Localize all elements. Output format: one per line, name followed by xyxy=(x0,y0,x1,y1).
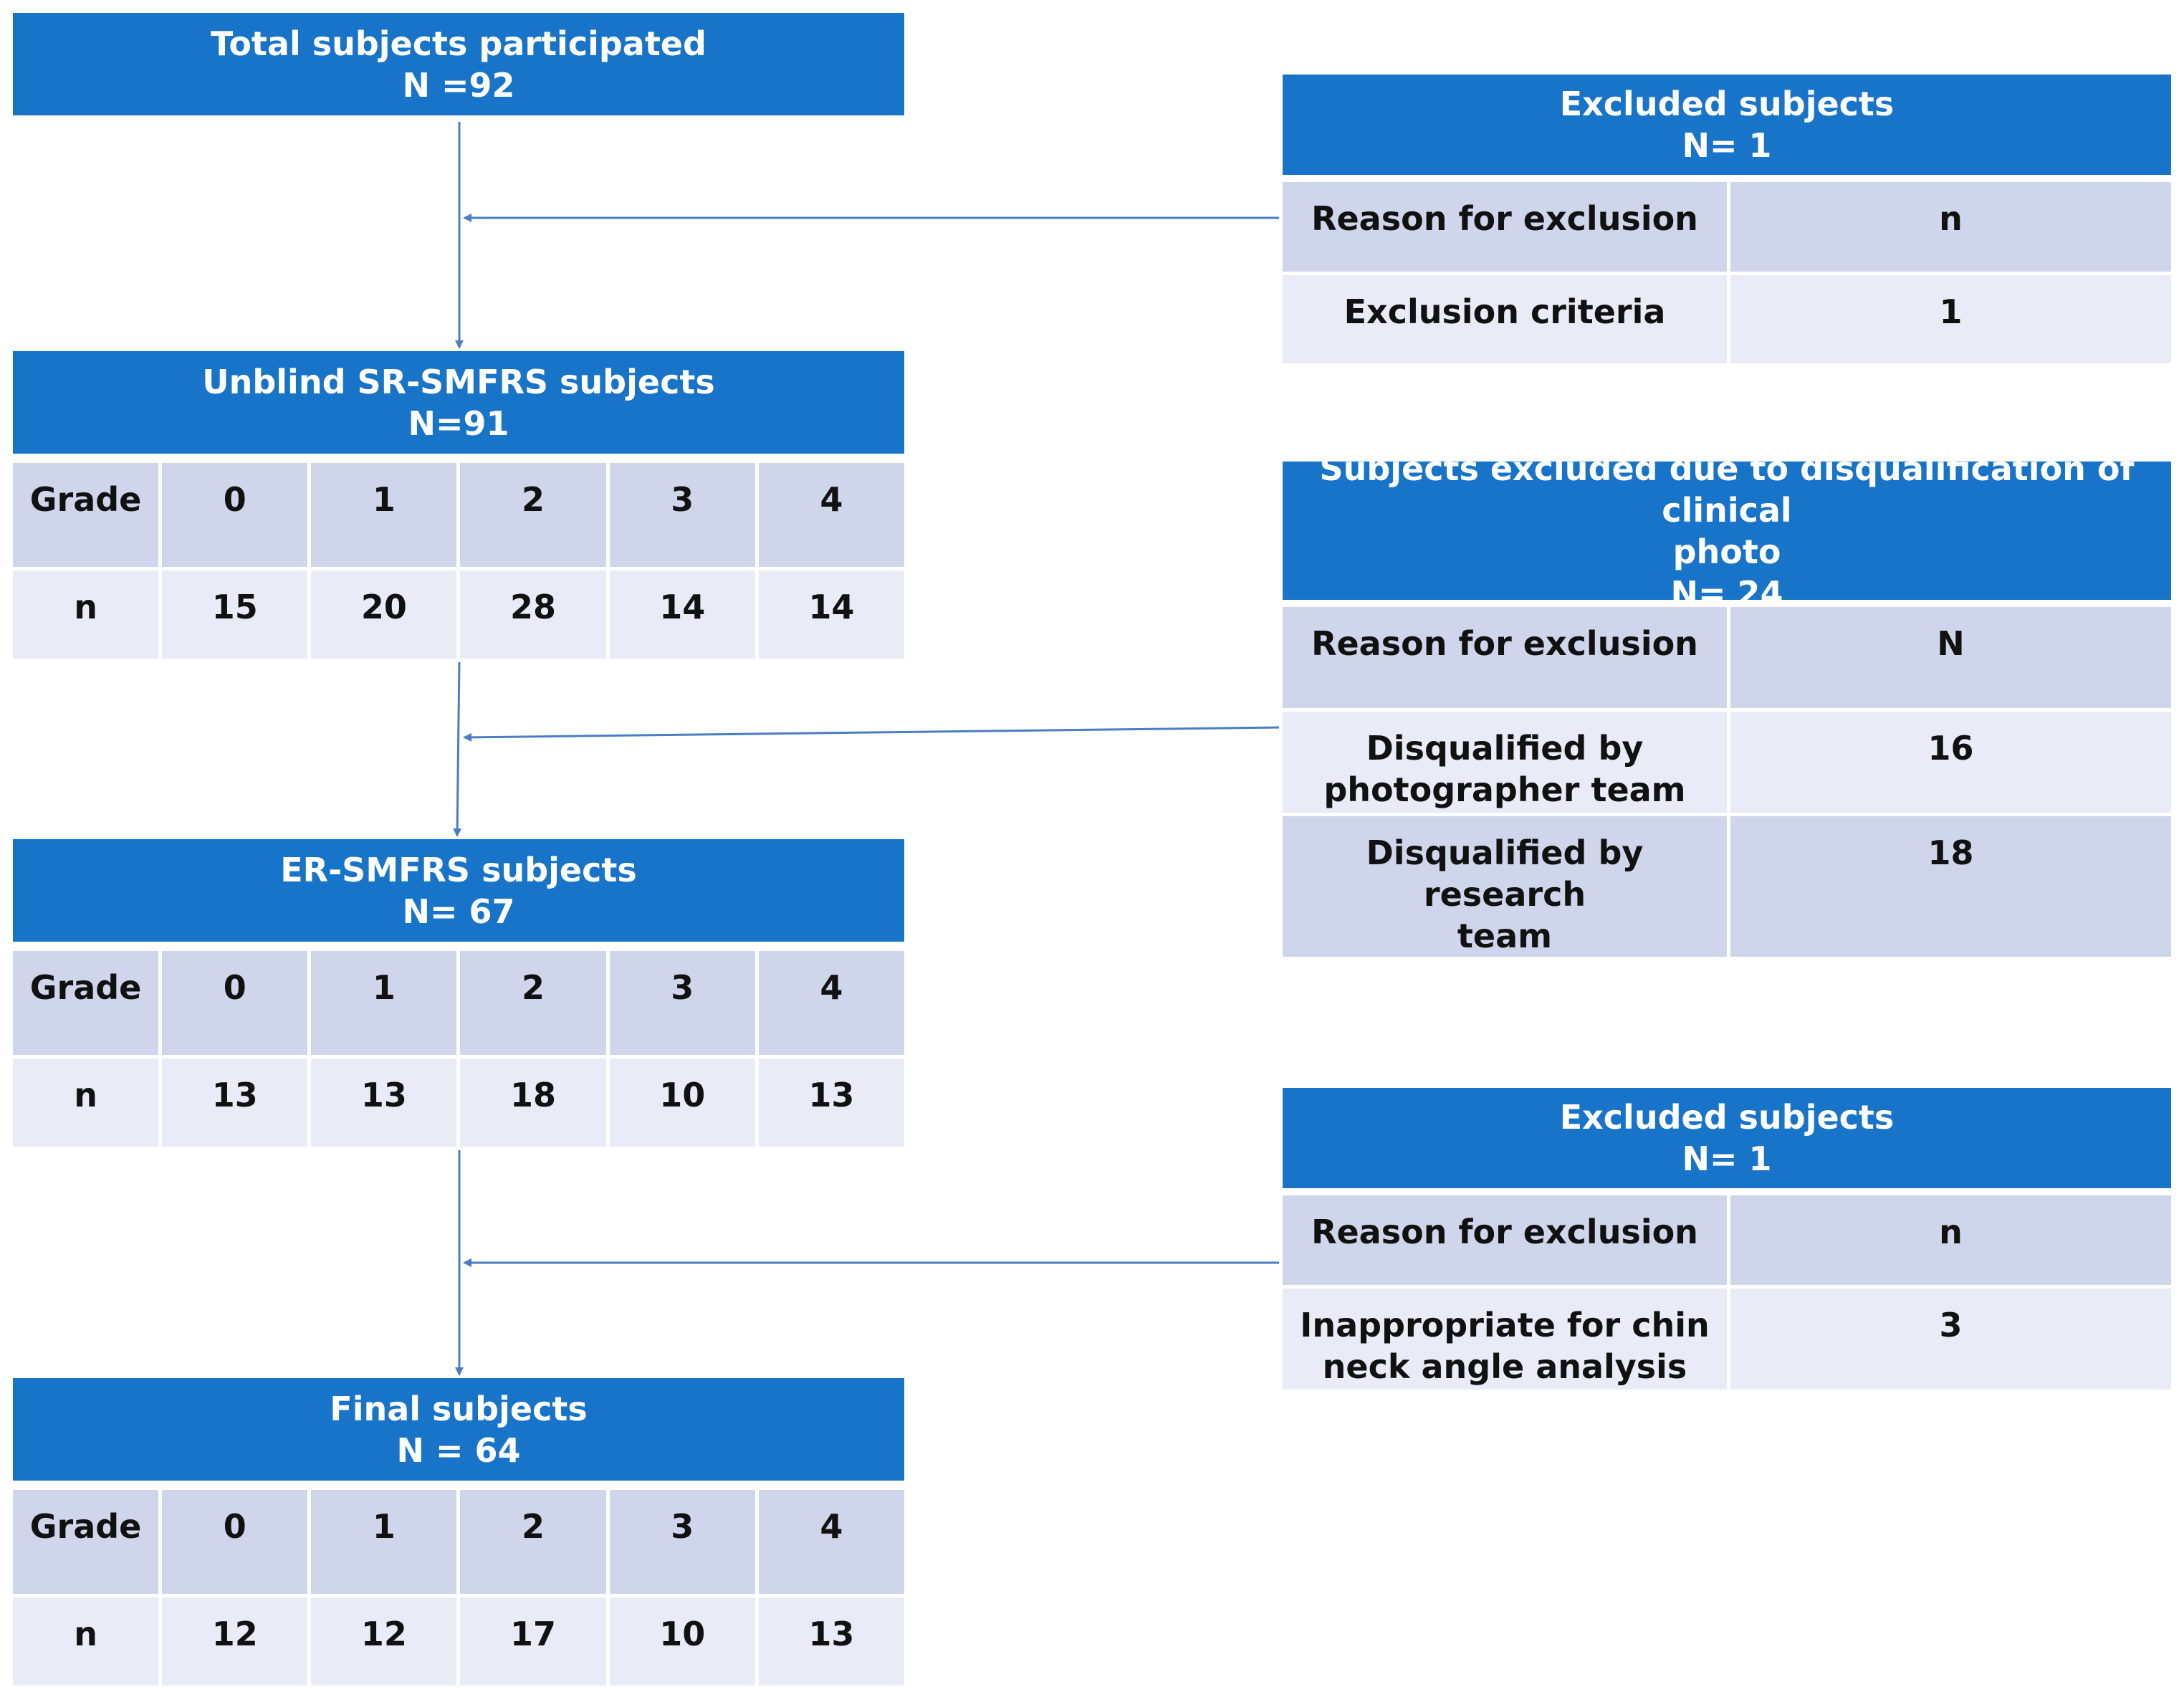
grade-cell: 3 xyxy=(605,459,759,570)
grade-cell: 4 xyxy=(755,459,909,570)
grade-cell: 4 xyxy=(755,947,909,1058)
reason-line: Inappropriate for chin xyxy=(1300,1306,1710,1344)
n-label: n xyxy=(9,1594,163,1689)
grade-label: Grade xyxy=(9,1486,163,1597)
grade-cell: 1 xyxy=(307,459,461,570)
grade-cell: 1 xyxy=(307,947,461,1058)
reason-cell: Exclusion criteria xyxy=(1279,272,1730,367)
excluded-count: N= 1 xyxy=(1682,1139,1772,1178)
final-subjects-header: Final subjects N = 64 xyxy=(13,1378,904,1481)
reason-line: team xyxy=(1457,917,1553,955)
reason-line: Disqualified by research xyxy=(1366,833,1644,914)
n-cell: 17 xyxy=(456,1594,610,1689)
grade-cell: 0 xyxy=(158,459,312,570)
n-cell: 15 xyxy=(158,567,312,662)
n-cell: 28 xyxy=(456,567,610,662)
reason-cell: Disqualified by research team xyxy=(1279,813,1730,960)
grade-cell: 2 xyxy=(456,1486,610,1597)
reason-line: Disqualified by xyxy=(1366,729,1644,768)
total-subjects-count: N =92 xyxy=(402,65,515,105)
er-subjects-header: ER-SMFRS subjects N= 67 xyxy=(13,839,904,942)
n-cell: 12 xyxy=(307,1594,461,1689)
photo-exclusion-title-line2: photo xyxy=(1672,532,1781,571)
count-cell: 16 xyxy=(1727,708,2175,816)
final-grade-table: Grade 0 1 2 3 4 n 12 12 17 10 13 xyxy=(9,1486,909,1689)
excluded-count: N= 1 xyxy=(1682,126,1772,165)
count-cell: 1 xyxy=(1727,272,2175,367)
grade-cell: 1 xyxy=(307,1486,461,1597)
unblind-subjects-count: N=91 xyxy=(408,403,509,443)
grade-label: Grade xyxy=(9,459,163,570)
unblind-grade-table: Grade 0 1 2 3 4 n 15 20 28 14 14 xyxy=(9,459,909,662)
n-cell: 13 xyxy=(755,1594,909,1689)
count-header: n xyxy=(1727,1192,2175,1289)
final-subjects-count: N = 64 xyxy=(396,1430,521,1470)
n-cell: 10 xyxy=(605,1055,759,1150)
reason-cell: Disqualified by photographer team xyxy=(1279,708,1730,816)
photo-exclusion-table: Reason for exclusion N Disqualified by p… xyxy=(1279,603,2175,960)
count-header: n xyxy=(1727,178,2175,275)
grade-label: Grade xyxy=(9,947,163,1058)
n-cell: 13 xyxy=(158,1055,312,1150)
exclusion-table-3: Reason for exclusion n Inappropriate for… xyxy=(1279,1192,2175,1393)
n-cell: 10 xyxy=(605,1594,759,1689)
n-cell: 18 xyxy=(456,1055,610,1150)
reason-cell: Inappropriate for chin neck angle analys… xyxy=(1279,1285,1730,1393)
exclusion-table-1: Reason for exclusion n Exclusion criteri… xyxy=(1279,178,2175,367)
total-subjects-title: Total subjects participated xyxy=(211,24,707,63)
n-cell: 14 xyxy=(755,567,909,662)
arrow-exclusion-photo xyxy=(463,726,1283,742)
grade-cell: 0 xyxy=(158,1486,312,1597)
n-cell: 13 xyxy=(755,1055,909,1150)
reason-line: photographer team xyxy=(1323,770,1686,809)
unblind-subjects-title: Unblind SR-SMFRS subjects xyxy=(202,362,715,401)
grade-cell: 3 xyxy=(605,1486,759,1597)
er-grade-table: Grade 0 1 2 3 4 n 13 13 18 10 13 xyxy=(9,947,909,1150)
n-cell: 12 xyxy=(158,1594,312,1689)
reason-header: Reason for exclusion xyxy=(1279,603,1730,712)
grade-cell: 3 xyxy=(605,947,759,1058)
unblind-subjects-header: Unblind SR-SMFRS subjects N=91 xyxy=(13,351,904,454)
arrow-unblind-to-er xyxy=(453,660,462,837)
grade-cell: 2 xyxy=(456,947,610,1058)
er-subjects-count: N= 67 xyxy=(402,892,515,931)
photo-exclusion-header: Subjects excluded due to disqualificatio… xyxy=(1283,449,2171,613)
excluded-subjects-header-1: Excluded subjects N= 1 xyxy=(1283,75,2171,175)
total-subjects-box: Total subjects participated N =92 xyxy=(13,13,904,115)
count-cell: 18 xyxy=(1727,813,2175,960)
excluded-title: Excluded subjects xyxy=(1559,1098,1895,1137)
grade-cell: 4 xyxy=(755,1486,909,1597)
count-cell: 3 xyxy=(1727,1285,2175,1393)
er-subjects-title: ER-SMFRS subjects xyxy=(280,850,637,889)
photo-exclusion-title-line1: Subjects excluded due to disqualificatio… xyxy=(1319,449,2135,530)
grade-cell: 2 xyxy=(456,459,610,570)
excluded-subjects-header-3: Excluded subjects N= 1 xyxy=(1283,1088,2171,1188)
final-subjects-title: Final subjects xyxy=(330,1389,588,1428)
n-label: n xyxy=(9,567,163,662)
excluded-title: Excluded subjects xyxy=(1559,85,1895,123)
n-label: n xyxy=(9,1055,163,1150)
reason-line: neck angle analysis xyxy=(1322,1347,1687,1386)
n-cell: 20 xyxy=(307,567,461,662)
grade-cell: 0 xyxy=(158,947,312,1058)
count-header: N xyxy=(1727,603,2175,712)
n-cell: 13 xyxy=(307,1055,461,1150)
n-cell: 14 xyxy=(605,567,759,662)
reason-header: Reason for exclusion xyxy=(1279,178,1730,275)
reason-header: Reason for exclusion xyxy=(1279,1192,1730,1289)
